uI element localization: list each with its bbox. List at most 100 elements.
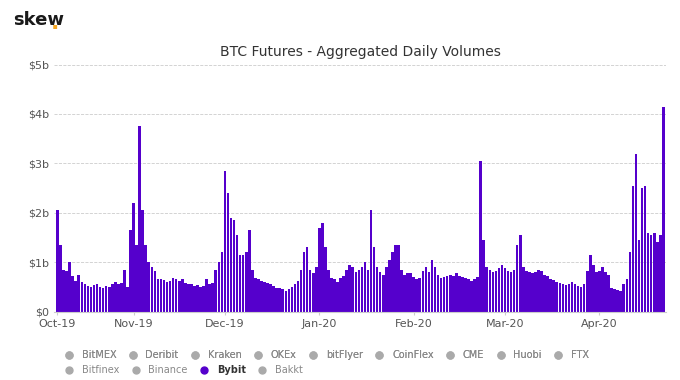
Bar: [315, 267, 318, 312]
Bar: [574, 284, 577, 312]
Bar: [434, 267, 437, 312]
Bar: [364, 262, 367, 312]
Bar: [656, 242, 658, 312]
Bar: [269, 284, 272, 312]
Bar: [138, 126, 141, 312]
Bar: [197, 285, 199, 312]
Bar: [318, 228, 320, 312]
Bar: [430, 260, 433, 312]
Bar: [205, 280, 208, 312]
Bar: [531, 273, 534, 312]
Bar: [589, 255, 592, 312]
Bar: [309, 270, 311, 312]
Bar: [166, 282, 169, 312]
Bar: [263, 282, 266, 312]
Bar: [619, 291, 622, 312]
Bar: [373, 247, 375, 312]
Bar: [306, 247, 309, 312]
Bar: [294, 284, 296, 312]
Bar: [184, 283, 186, 312]
Bar: [407, 273, 409, 312]
Bar: [92, 285, 95, 312]
Bar: [348, 264, 351, 312]
Bar: [239, 255, 241, 312]
Bar: [401, 270, 403, 312]
Bar: [449, 274, 452, 312]
Bar: [662, 106, 664, 312]
Bar: [190, 284, 192, 312]
Bar: [175, 280, 177, 312]
Bar: [208, 284, 211, 312]
Bar: [628, 252, 631, 312]
Bar: [360, 267, 363, 312]
Bar: [226, 193, 229, 312]
Bar: [571, 282, 573, 312]
Bar: [504, 268, 507, 312]
Bar: [564, 285, 567, 312]
Bar: [534, 272, 537, 312]
Bar: [382, 274, 384, 312]
Bar: [290, 287, 293, 312]
Bar: [345, 270, 348, 312]
Bar: [108, 287, 110, 312]
Bar: [541, 271, 543, 312]
Bar: [507, 271, 509, 312]
Bar: [199, 287, 202, 312]
Bar: [245, 252, 248, 312]
Bar: [102, 288, 105, 312]
Bar: [144, 245, 147, 312]
Bar: [288, 290, 290, 312]
Bar: [254, 278, 256, 312]
Bar: [440, 278, 443, 312]
Bar: [605, 272, 607, 312]
Bar: [422, 271, 424, 312]
Bar: [592, 264, 594, 312]
Bar: [105, 286, 107, 312]
Bar: [537, 270, 540, 312]
Bar: [220, 252, 223, 312]
Bar: [412, 277, 415, 312]
Bar: [376, 267, 379, 312]
Bar: [634, 154, 637, 312]
Bar: [181, 280, 184, 312]
Bar: [169, 281, 171, 312]
Bar: [443, 277, 445, 312]
Bar: [525, 271, 528, 312]
Bar: [342, 276, 345, 312]
Bar: [622, 284, 625, 312]
Bar: [367, 270, 369, 312]
Text: .: .: [51, 13, 59, 33]
Bar: [141, 211, 144, 312]
Bar: [464, 278, 466, 312]
Bar: [437, 274, 439, 312]
Bar: [224, 171, 226, 312]
Bar: [178, 281, 180, 312]
Bar: [275, 288, 278, 312]
Bar: [65, 271, 68, 312]
Bar: [370, 211, 373, 312]
Bar: [114, 282, 116, 312]
Title: BTC Futures - Aggregated Daily Volumes: BTC Futures - Aggregated Daily Volumes: [220, 45, 501, 59]
Bar: [446, 276, 449, 312]
Bar: [233, 220, 235, 312]
Bar: [117, 284, 120, 312]
Bar: [586, 271, 588, 312]
Legend: Bitfinex, Binance, Bybit, Bakkt: Bitfinex, Binance, Bybit, Bakkt: [59, 365, 303, 375]
Bar: [135, 245, 138, 312]
Bar: [528, 272, 530, 312]
Bar: [63, 270, 65, 312]
Bar: [568, 284, 571, 312]
Bar: [659, 235, 662, 312]
Bar: [403, 274, 406, 312]
Bar: [452, 276, 454, 312]
Bar: [278, 288, 281, 312]
Bar: [409, 273, 412, 312]
Bar: [650, 235, 653, 312]
Bar: [282, 290, 284, 312]
Bar: [494, 271, 497, 312]
Bar: [601, 267, 604, 312]
Bar: [96, 284, 99, 312]
Bar: [150, 267, 153, 312]
Bar: [120, 283, 122, 312]
Bar: [148, 262, 150, 312]
